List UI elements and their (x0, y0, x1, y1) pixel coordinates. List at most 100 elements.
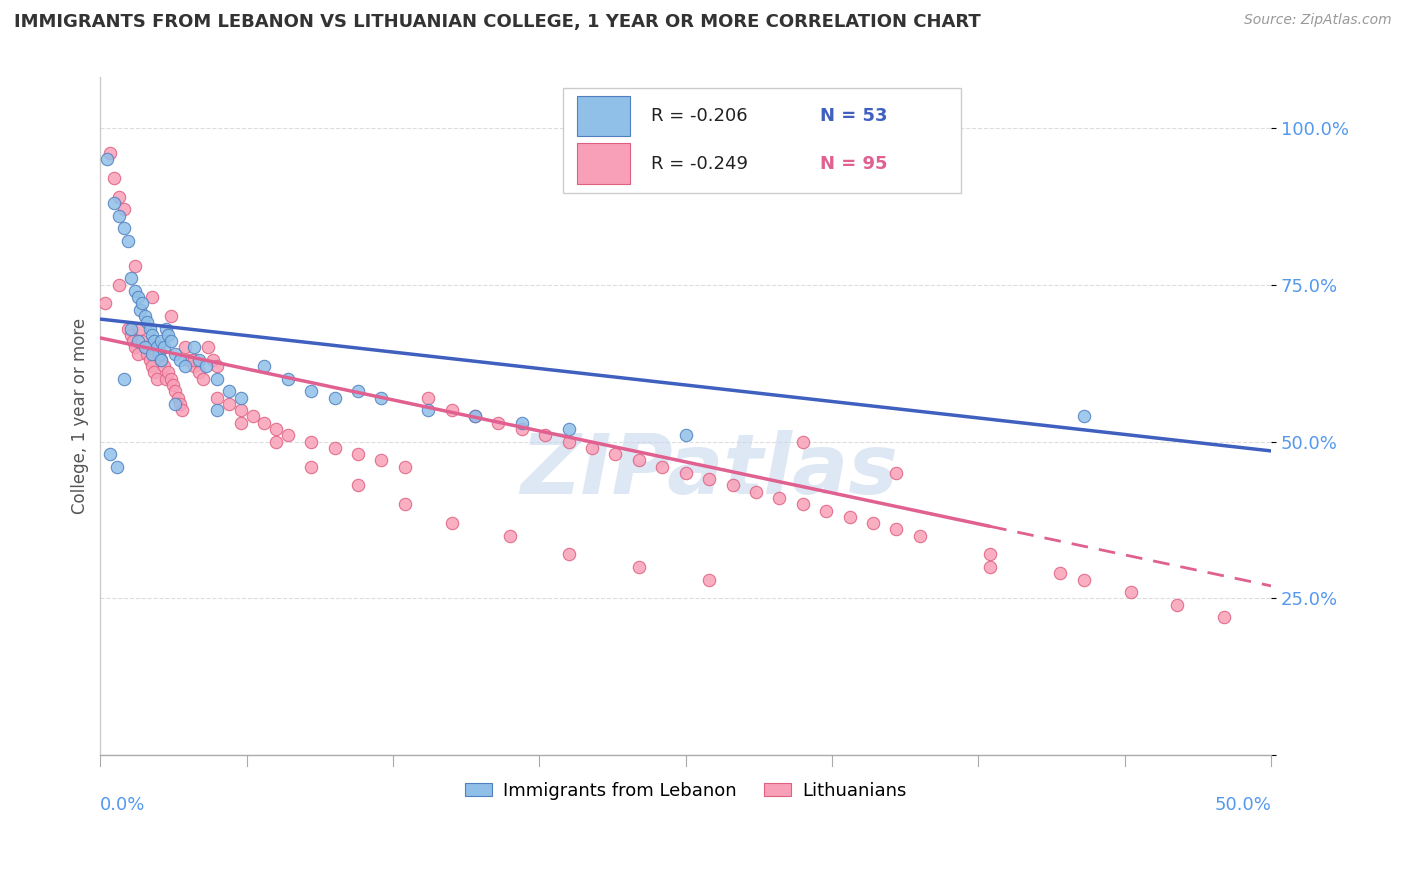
Point (792, 434, 814, 449)
Text: Source: ZipAtlas.com: Source: ZipAtlas.com (1244, 13, 1392, 28)
Point (98, 447, 121, 461)
Point (697, 573, 720, 587)
Point (159, 334, 181, 348)
Point (253, 416, 276, 430)
Legend: Immigrants from Lebanon, Lithuanians: Immigrants from Lebanon, Lithuanians (458, 775, 914, 807)
Point (277, 428, 299, 442)
Point (697, 472, 720, 486)
Point (141, 346, 163, 360)
Point (1049, 566, 1071, 581)
Point (464, 409, 486, 424)
Point (194, 359, 217, 374)
Point (440, 403, 463, 417)
FancyBboxPatch shape (576, 144, 630, 184)
Point (152, 359, 174, 374)
Point (979, 560, 1001, 574)
Point (117, 234, 139, 248)
Point (768, 491, 790, 505)
Point (145, 372, 167, 386)
Text: R = -0.249: R = -0.249 (651, 154, 748, 172)
Point (418, 403, 440, 417)
Point (1073, 409, 1095, 424)
Point (136, 346, 159, 360)
Point (145, 340, 167, 354)
Text: N = 53: N = 53 (820, 107, 887, 125)
Text: 50.0%: 50.0% (1215, 796, 1271, 814)
Point (157, 327, 180, 342)
Point (299, 384, 322, 399)
Point (1073, 573, 1095, 587)
Point (150, 352, 173, 367)
Point (120, 271, 142, 285)
Point (96, 152, 118, 166)
Point (721, 478, 744, 492)
Point (162, 378, 184, 392)
Point (148, 346, 170, 360)
Point (127, 290, 149, 304)
Point (347, 447, 370, 461)
Point (370, 391, 392, 405)
Point (134, 340, 156, 354)
Point (173, 340, 195, 354)
Point (134, 309, 156, 323)
Point (815, 503, 838, 517)
Point (207, 391, 229, 405)
Point (264, 434, 287, 449)
Point (440, 516, 463, 530)
Point (127, 334, 149, 348)
Point (581, 441, 603, 455)
Point (172, 403, 194, 417)
Point (1166, 598, 1188, 612)
Point (108, 277, 131, 292)
Point (138, 321, 160, 335)
Point (108, 190, 131, 204)
Point (862, 516, 884, 530)
Point (197, 340, 219, 354)
Point (183, 359, 205, 374)
Point (124, 340, 146, 354)
Point (159, 309, 181, 323)
Point (157, 366, 180, 380)
Point (141, 290, 163, 304)
Point (131, 296, 153, 310)
Point (103, 170, 125, 185)
Point (207, 359, 229, 374)
Text: N = 95: N = 95 (820, 154, 887, 172)
Point (886, 522, 908, 536)
Point (169, 352, 191, 367)
Point (108, 209, 131, 223)
Point (117, 321, 139, 335)
Text: 0.0%: 0.0% (100, 796, 146, 814)
Point (464, 409, 486, 424)
Point (150, 352, 173, 367)
Point (242, 409, 264, 424)
Point (173, 359, 195, 374)
Point (120, 321, 142, 335)
Point (299, 434, 322, 449)
Point (418, 391, 440, 405)
Point (299, 459, 322, 474)
Text: ZIPatlas: ZIPatlas (520, 430, 898, 511)
Point (183, 340, 205, 354)
Point (148, 340, 170, 354)
Point (627, 453, 650, 467)
Y-axis label: College, 1 year or more: College, 1 year or more (72, 318, 89, 515)
Point (179, 352, 201, 367)
Point (979, 548, 1001, 562)
Point (122, 334, 145, 348)
Point (908, 529, 931, 543)
Point (499, 529, 522, 543)
Point (347, 384, 370, 399)
Point (218, 397, 240, 411)
Point (229, 403, 252, 417)
Point (253, 359, 276, 374)
Point (394, 497, 416, 511)
Point (165, 397, 187, 411)
Point (886, 466, 908, 480)
Point (143, 366, 166, 380)
Point (323, 441, 346, 455)
Point (155, 372, 177, 386)
Point (1119, 585, 1142, 599)
Point (792, 497, 814, 511)
Point (155, 321, 177, 335)
